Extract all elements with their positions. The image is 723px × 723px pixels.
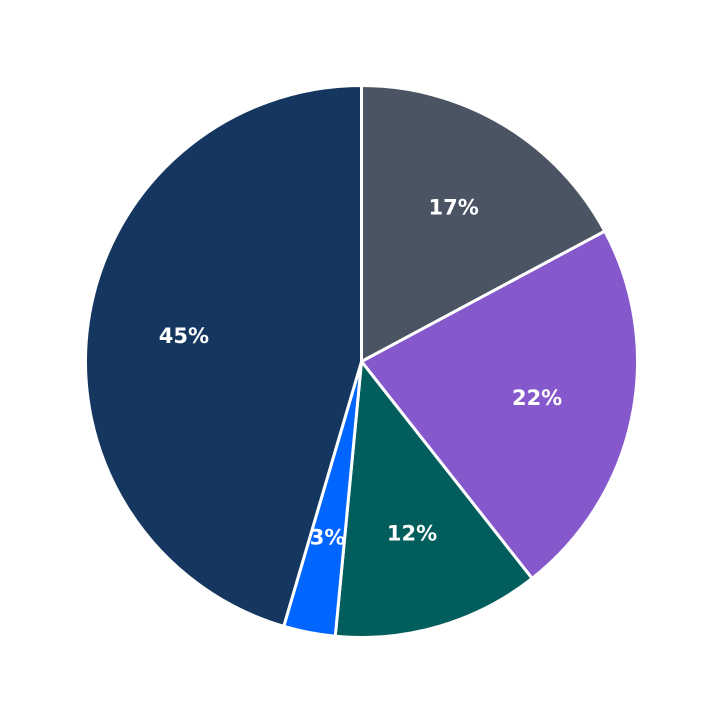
pie-slice-label: 17%	[429, 196, 479, 220]
pie-slice	[360, 84, 607, 363]
pie-slices	[84, 84, 639, 639]
pie-slice-label: 12%	[387, 522, 437, 546]
pie-slice-labels: 17% 22% 12% 3% 45%	[159, 196, 562, 550]
pie-slice-label: 45%	[159, 324, 209, 348]
pie-slice	[84, 84, 363, 628]
pie-slice	[333, 360, 534, 639]
pie-slice-label: 22%	[512, 386, 562, 410]
pie-slice-label: 3%	[310, 526, 346, 550]
pie-slice	[360, 229, 639, 580]
